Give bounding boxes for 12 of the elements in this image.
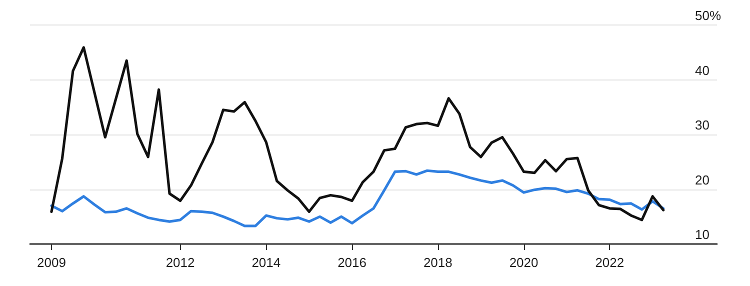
- x-tick-label: 2016: [338, 255, 366, 270]
- y-tick-label: 50%: [695, 8, 722, 23]
- y-tick-label: 20: [695, 172, 710, 188]
- x-tick-label: 2020: [509, 255, 538, 270]
- y-tick-label: 30: [695, 118, 710, 132]
- x-tick-label: 2009: [37, 255, 66, 270]
- y-tick-label: 10: [695, 227, 710, 242]
- x-tick-label: 2014: [252, 255, 281, 270]
- x-tick-label: 2012: [166, 255, 195, 270]
- x-tick-label: 2022: [595, 255, 624, 270]
- x-tick-label: 2018: [423, 255, 452, 270]
- y-tick-label: 40: [695, 62, 710, 78]
